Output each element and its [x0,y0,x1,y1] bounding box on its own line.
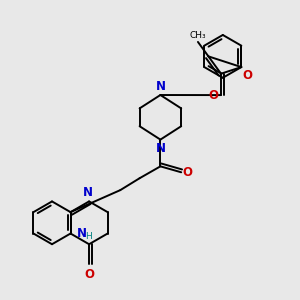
Text: N: N [82,186,93,199]
Text: N: N [155,80,165,93]
Text: O: O [84,268,94,281]
Text: N: N [77,227,87,240]
Text: CH₃: CH₃ [190,32,206,40]
Text: O: O [243,69,253,82]
Text: H: H [85,232,92,241]
Text: O: O [208,88,219,102]
Text: O: O [183,166,193,179]
Text: N: N [155,142,165,155]
